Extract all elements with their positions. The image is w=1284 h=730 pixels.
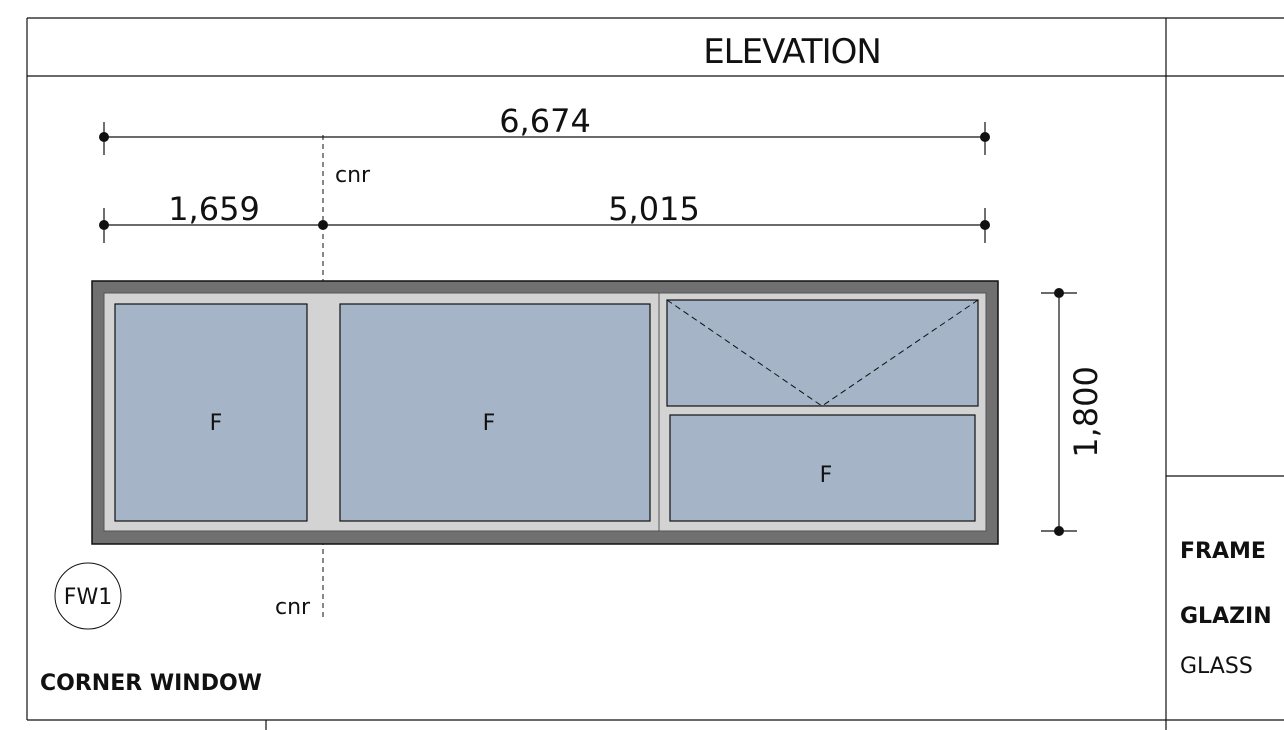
opening-indicator	[821, 299, 979, 407]
glass-label: GLASS	[1180, 654, 1253, 679]
dimension-overall-width: 6,674	[99, 102, 990, 155]
pane-2-label: F	[483, 411, 496, 436]
pane-1	[114, 303, 308, 522]
dimension-tick	[1054, 288, 1064, 298]
frame-label: FRAME	[1180, 539, 1266, 564]
dimension-split-width: 1,659 5,015	[99, 190, 990, 243]
right-width-label: 5,015	[608, 190, 700, 228]
pane-4-label: F	[820, 463, 833, 488]
pane-1-label: F	[210, 411, 223, 436]
glazing-label: GLAZIN	[1180, 604, 1272, 629]
window-elevation: F F F	[91, 280, 999, 545]
overall-width-label: 6,674	[499, 102, 591, 140]
window-name: CORNER WINDOW	[40, 671, 262, 696]
elevation-title: ELEVATION	[703, 32, 881, 72]
sheet-border	[26, 17, 1284, 730]
corner-label-top: cnr	[335, 163, 371, 188]
opening-indicator	[666, 299, 823, 407]
dimension-height: 1,800	[1041, 288, 1105, 536]
pane-4	[669, 414, 976, 522]
dimension-tick	[980, 220, 990, 230]
dimension-tick	[980, 132, 990, 142]
height-label: 1,800	[1067, 366, 1105, 458]
window-tag: FW1	[64, 585, 112, 610]
dimension-tick	[99, 220, 109, 230]
pane-2	[339, 303, 651, 522]
dimension-tick	[1054, 526, 1064, 536]
left-width-label: 1,659	[168, 190, 260, 228]
dimension-tick	[99, 132, 109, 142]
pane-3-awning	[666, 299, 979, 407]
corner-label-bottom: cnr	[275, 595, 311, 620]
window-tag-circle	[54, 562, 122, 630]
